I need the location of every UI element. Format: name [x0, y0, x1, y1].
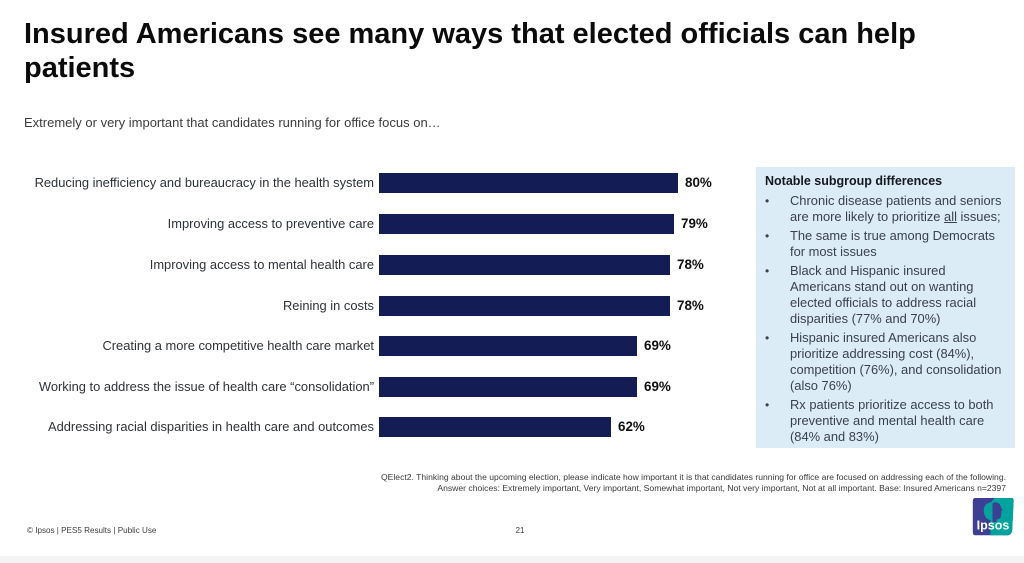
- svg-text:Ipsos: Ipsos: [977, 519, 1010, 533]
